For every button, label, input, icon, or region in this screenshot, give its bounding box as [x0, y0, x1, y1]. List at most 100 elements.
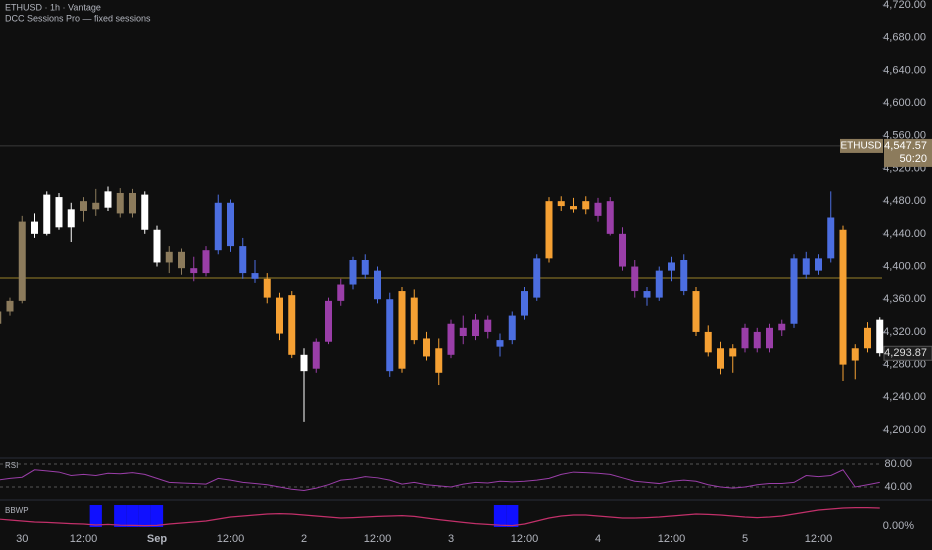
current-price-tag [883, 345, 932, 361]
candle-body [349, 260, 357, 285]
rsi-tick-label: 40.00 [884, 481, 912, 493]
candle-body [827, 217, 835, 259]
candle-body [92, 202, 100, 210]
y-tick-label: 4,280.00 [883, 359, 926, 371]
candle-body [129, 192, 136, 214]
candle-body [619, 233, 626, 267]
candle-body [0, 311, 2, 324]
last-price-label: 4,547.57 [884, 140, 927, 152]
candle-body [521, 291, 528, 316]
candle-body [251, 273, 259, 279]
candle-body [753, 331, 761, 349]
bbwp-highlight [126, 505, 139, 527]
candle-body [459, 327, 467, 337]
x-tick-label: Sep [147, 533, 167, 545]
candle-body [704, 331, 712, 353]
y-tick-label: 4,640.00 [883, 64, 926, 76]
candle-body [815, 258, 822, 271]
candle-body [80, 201, 87, 211]
candle-body [778, 323, 786, 331]
candle-body [153, 229, 161, 263]
candle-body [55, 197, 63, 228]
candle-body [227, 202, 234, 247]
y-tick-label: 4,440.00 [883, 228, 926, 240]
candle-body [190, 268, 198, 274]
y-tick-label: 4,240.00 [883, 391, 926, 403]
bbwp-label: BBWP [5, 506, 29, 515]
y-tick-label: 4,200.00 [883, 424, 926, 436]
y-tick-label: 4,400.00 [883, 260, 926, 272]
current-price-label: 4,293.87 [884, 347, 927, 359]
candle-body [239, 246, 247, 274]
chart-title: ETHUSD · 1h · Vantage [5, 2, 101, 12]
candle-body [6, 300, 14, 312]
x-tick-label: 3 [448, 533, 454, 545]
bbwp-highlight [150, 505, 164, 527]
candle-body [508, 315, 516, 341]
last-price-tag [884, 138, 932, 167]
candle-body [337, 284, 345, 301]
y-tick-label: 4,720.00 [883, 0, 926, 11]
candle-body [18, 221, 26, 301]
candle-body [692, 291, 700, 332]
x-tick-label: 5 [742, 533, 748, 545]
symbol-tag-label: ETHUSD [840, 141, 881, 152]
candle-body [325, 300, 332, 342]
x-tick-label: 2 [301, 533, 307, 545]
candle-body [668, 262, 675, 271]
x-tick-label: 12:00 [511, 533, 539, 545]
y-tick-label: 4,320.00 [883, 326, 926, 338]
candle-body [557, 201, 565, 207]
candle-body [655, 270, 663, 298]
candle-body [410, 297, 418, 341]
x-tick-label: 12:00 [805, 533, 833, 545]
bbwp-highlight [114, 505, 127, 527]
candle-body [582, 201, 590, 210]
candle-body [570, 206, 577, 210]
rsi-label: RSI [5, 461, 18, 470]
bbwp-tick-label: 0.00% [883, 520, 914, 532]
candle-body [312, 341, 320, 369]
rsi-line [0, 469, 880, 491]
candle-body [300, 354, 308, 372]
candle-body [717, 348, 724, 369]
candle-body [288, 295, 296, 355]
candle-body [361, 260, 369, 275]
candle-body [43, 194, 51, 234]
candle-body [864, 327, 871, 349]
x-tick-label: 12:00 [658, 533, 686, 545]
candle-body [214, 202, 222, 251]
candle-body [680, 260, 688, 292]
y-tick-label: 4,480.00 [883, 195, 926, 207]
candle-body [484, 319, 492, 332]
candle-body [104, 191, 112, 208]
y-tick-label: 4,680.00 [883, 32, 926, 44]
candle-body [766, 327, 773, 349]
candle-body [398, 291, 406, 369]
candle-body [839, 229, 847, 365]
candle-body [447, 323, 455, 355]
candle-body [374, 270, 381, 300]
x-tick-label: 30 [16, 533, 28, 545]
candle-body [116, 192, 124, 214]
x-tick-label: 12:00 [364, 533, 392, 545]
rsi-tick-label: 80.00 [884, 458, 912, 470]
bbwp-highlight [493, 505, 507, 527]
candle-body [533, 258, 541, 298]
candle-body [790, 258, 798, 324]
x-tick-label: 4 [595, 533, 601, 545]
candle-body [643, 291, 651, 298]
candle-body [423, 338, 430, 357]
candle-body [178, 251, 185, 269]
bbwp-highlight [506, 505, 519, 527]
x-tick-label: 12:00 [70, 533, 98, 545]
candle-body [67, 209, 75, 228]
y-tick-label: 4,560.00 [883, 130, 926, 142]
candle-body [729, 348, 737, 357]
candle-body [472, 319, 479, 337]
candle-body [263, 278, 271, 298]
x-tick-label: 12:00 [217, 533, 245, 545]
countdown-label: 50:20 [899, 153, 927, 165]
candle-body [594, 202, 602, 216]
